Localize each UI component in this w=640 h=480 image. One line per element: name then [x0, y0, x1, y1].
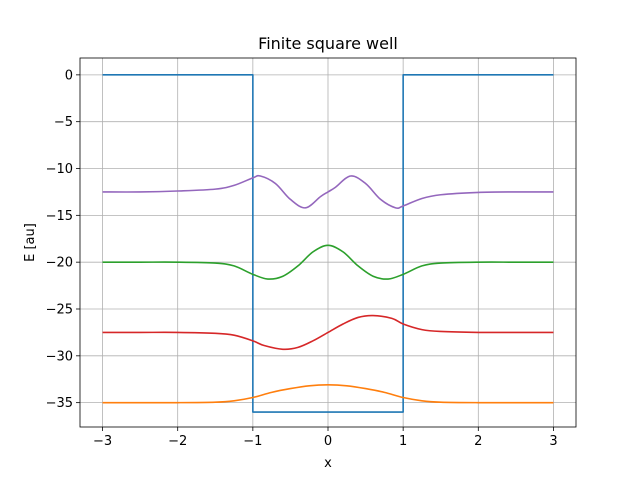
- y-tick-label: −10: [46, 162, 73, 177]
- y-tick-label: −25: [46, 302, 73, 317]
- y-tick-label: 0: [65, 68, 73, 83]
- grid-lines: [80, 58, 576, 427]
- x-axis-label: x: [324, 456, 332, 471]
- series-line-4: [102, 174, 554, 210]
- series-line-2: [102, 314, 554, 351]
- x-tick-label: −2: [168, 434, 187, 449]
- x-tick-label: 2: [474, 434, 482, 449]
- x-tick-label: −1: [243, 434, 262, 449]
- x-tick-label: 1: [399, 434, 407, 449]
- chart-title: Finite square well: [258, 34, 398, 53]
- axis-ticks: −3 −2 −1 0 1 2 30−5−10−15−20−25−30−35: [46, 68, 558, 449]
- series-line-3: [102, 244, 554, 280]
- x-tick-label: 3: [549, 434, 557, 449]
- y-tick-label: −20: [46, 256, 73, 271]
- x-tick-label: −3: [93, 434, 112, 449]
- y-axis-label: E [au]: [23, 223, 38, 262]
- series-group: [102, 74, 554, 413]
- y-tick-label: −30: [46, 349, 73, 364]
- x-tick-label: 0: [324, 434, 332, 449]
- y-tick-label: −5: [54, 115, 73, 130]
- series-line-0: [102, 74, 554, 413]
- y-tick-label: −15: [46, 209, 73, 224]
- y-tick-label: −35: [46, 396, 73, 411]
- series-line-1: [102, 384, 554, 404]
